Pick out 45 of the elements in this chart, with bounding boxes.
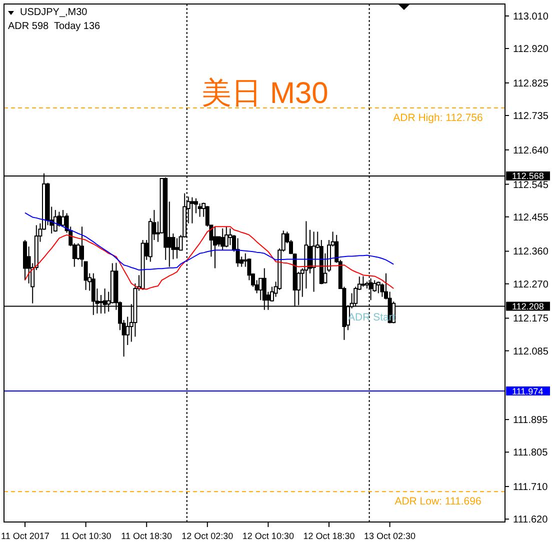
ref-line-label: ADR Low: 111.696 <box>394 496 482 508</box>
candlestick <box>220 228 225 251</box>
x-tick-label: 11 Oct 18:30 <box>121 531 172 541</box>
y-tick-label: 113.010 <box>513 11 549 22</box>
text: 美日 M30 <box>202 77 328 110</box>
ref-line-label: ADR High: 112.756 <box>393 112 483 124</box>
candlestick <box>57 211 62 228</box>
x-tick-label: 12 Oct 02:30 <box>182 531 234 541</box>
y-tick-label: 112.825 <box>513 78 549 90</box>
y-tick-label: 111.805 <box>513 448 548 459</box>
y-tick-label: 112.360 <box>513 246 549 258</box>
candlestick <box>258 278 263 301</box>
x-tick-label: 12 Oct 18:30 <box>303 531 355 541</box>
y-tick-label: 111.620 <box>513 514 548 526</box>
candlestick <box>312 231 316 292</box>
candlestick <box>361 276 366 288</box>
annotation: ADR 598 Today 136 <box>8 21 101 32</box>
y-tick-label: 112.455 <box>513 212 549 224</box>
candlestick <box>198 202 202 218</box>
x-tick-label: 13 Oct 02:30 <box>364 531 416 541</box>
ref-line-label: 111.974 <box>512 386 544 396</box>
x-tick-label: 12 Oct 10:30 <box>242 531 294 541</box>
ref-line-label: 112.568 <box>512 171 544 182</box>
candlestick <box>190 196 194 224</box>
y-tick-label: 112.735 <box>513 110 549 122</box>
y-tick-label: 112.545 <box>513 180 549 191</box>
candlestick <box>61 209 65 228</box>
x-tick-label: 11 Oct 10:30 <box>60 531 112 541</box>
x-tick-label: 11 Oct 2017 <box>1 531 50 541</box>
y-tick-label: 112.270 <box>513 279 549 290</box>
ref-line-label: 112.208 <box>512 302 544 312</box>
candlestick <box>376 281 380 294</box>
y-tick-label: 112.920 <box>513 44 549 56</box>
line-series <box>24 212 394 271</box>
y-tick-label: 112.640 <box>513 145 549 156</box>
candlestick <box>213 226 217 269</box>
line-series <box>24 226 394 290</box>
y-tick-label: 111.895 <box>513 415 548 426</box>
candlestick <box>224 226 228 248</box>
y-tick-label: 112.085 <box>513 346 549 358</box>
candlestick <box>236 238 240 268</box>
y-tick-label: 112.175 <box>513 314 549 325</box>
y-tick-label: 111.710 <box>513 482 548 494</box>
annotation: USDJPY_,M30 <box>20 7 88 18</box>
candlestick <box>175 238 179 259</box>
